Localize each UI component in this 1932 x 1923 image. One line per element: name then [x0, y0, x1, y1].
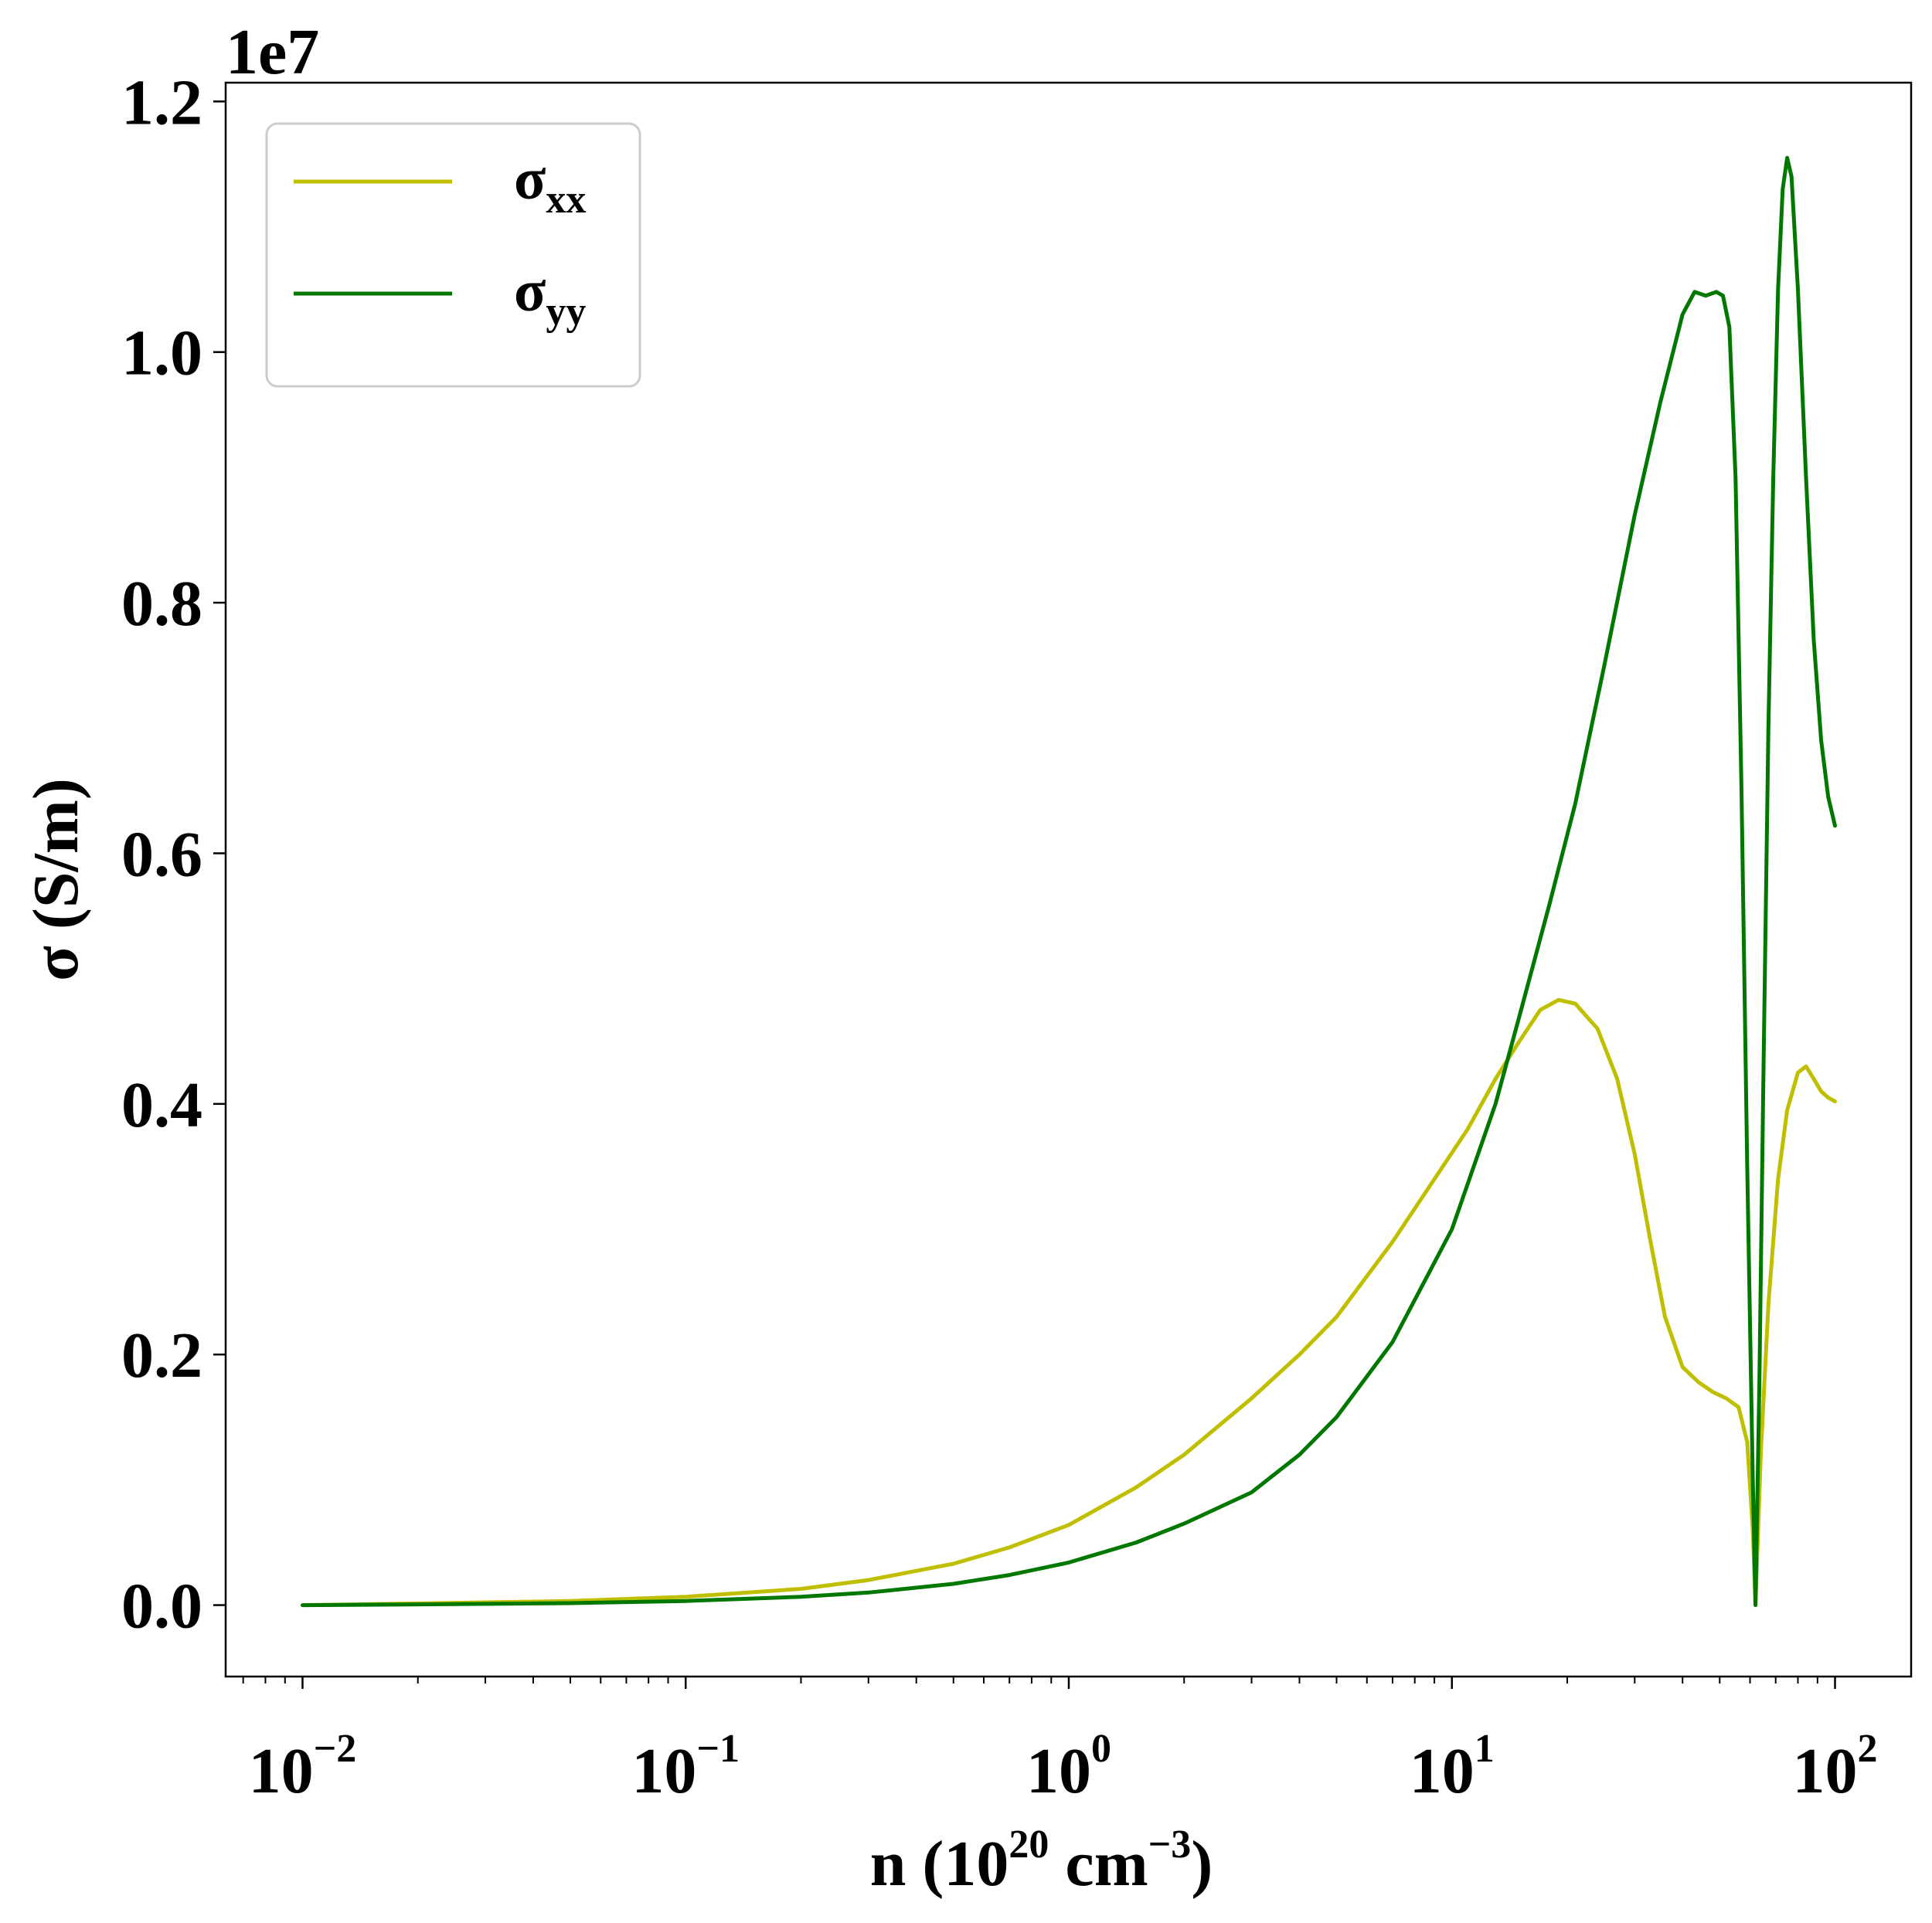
series-layer — [301, 155, 1837, 1608]
x-axis-label-end: ) — [1191, 1828, 1213, 1900]
y-axis: 0.0 0.2 0.4 0.6 0.8 1.0 1.2 — [121, 66, 226, 1643]
x-axis-label-mid: cm — [1049, 1828, 1148, 1900]
series-line-yy — [301, 155, 1837, 1608]
legend-label-sigma-yy: σyy — [514, 259, 586, 334]
y-tick-label: 0.8 — [121, 568, 202, 640]
y-tick-label: 1.2 — [121, 66, 202, 138]
y-tick-label: 0.6 — [121, 818, 202, 890]
legend-box — [265, 122, 641, 388]
y-tick-label: 0.0 — [121, 1571, 202, 1643]
series-line-xx — [301, 997, 1837, 1608]
x-axis-label-sup2: −3 — [1148, 1823, 1192, 1867]
y-tick-label: 1.0 — [121, 318, 202, 389]
x-axis-label-sup1: 20 — [1009, 1823, 1049, 1867]
x-tick-label: 10−2 — [249, 1727, 357, 1807]
x-tick-label: 101 — [1410, 1727, 1495, 1807]
y-tick-label: 0.4 — [121, 1069, 202, 1141]
legend: σxx σyy — [265, 122, 641, 388]
x-axis-label-base: n (10 — [870, 1828, 1009, 1900]
x-axis-label: n (1020 cm−3) — [870, 1823, 1213, 1900]
legend-label-sigma-xx: σxx — [514, 147, 586, 222]
x-tick-label: 100 — [1026, 1727, 1111, 1807]
y-axis-label: σ (S/m) — [20, 778, 92, 981]
x-axis: 10−2 10−1 100 101 102 — [242, 1677, 1878, 1807]
x-tick-label: 102 — [1793, 1727, 1878, 1807]
y-multiplier: 1e7 — [226, 16, 319, 88]
x-tick-label: 10−1 — [631, 1727, 740, 1807]
y-tick-label: 0.2 — [121, 1320, 202, 1391]
